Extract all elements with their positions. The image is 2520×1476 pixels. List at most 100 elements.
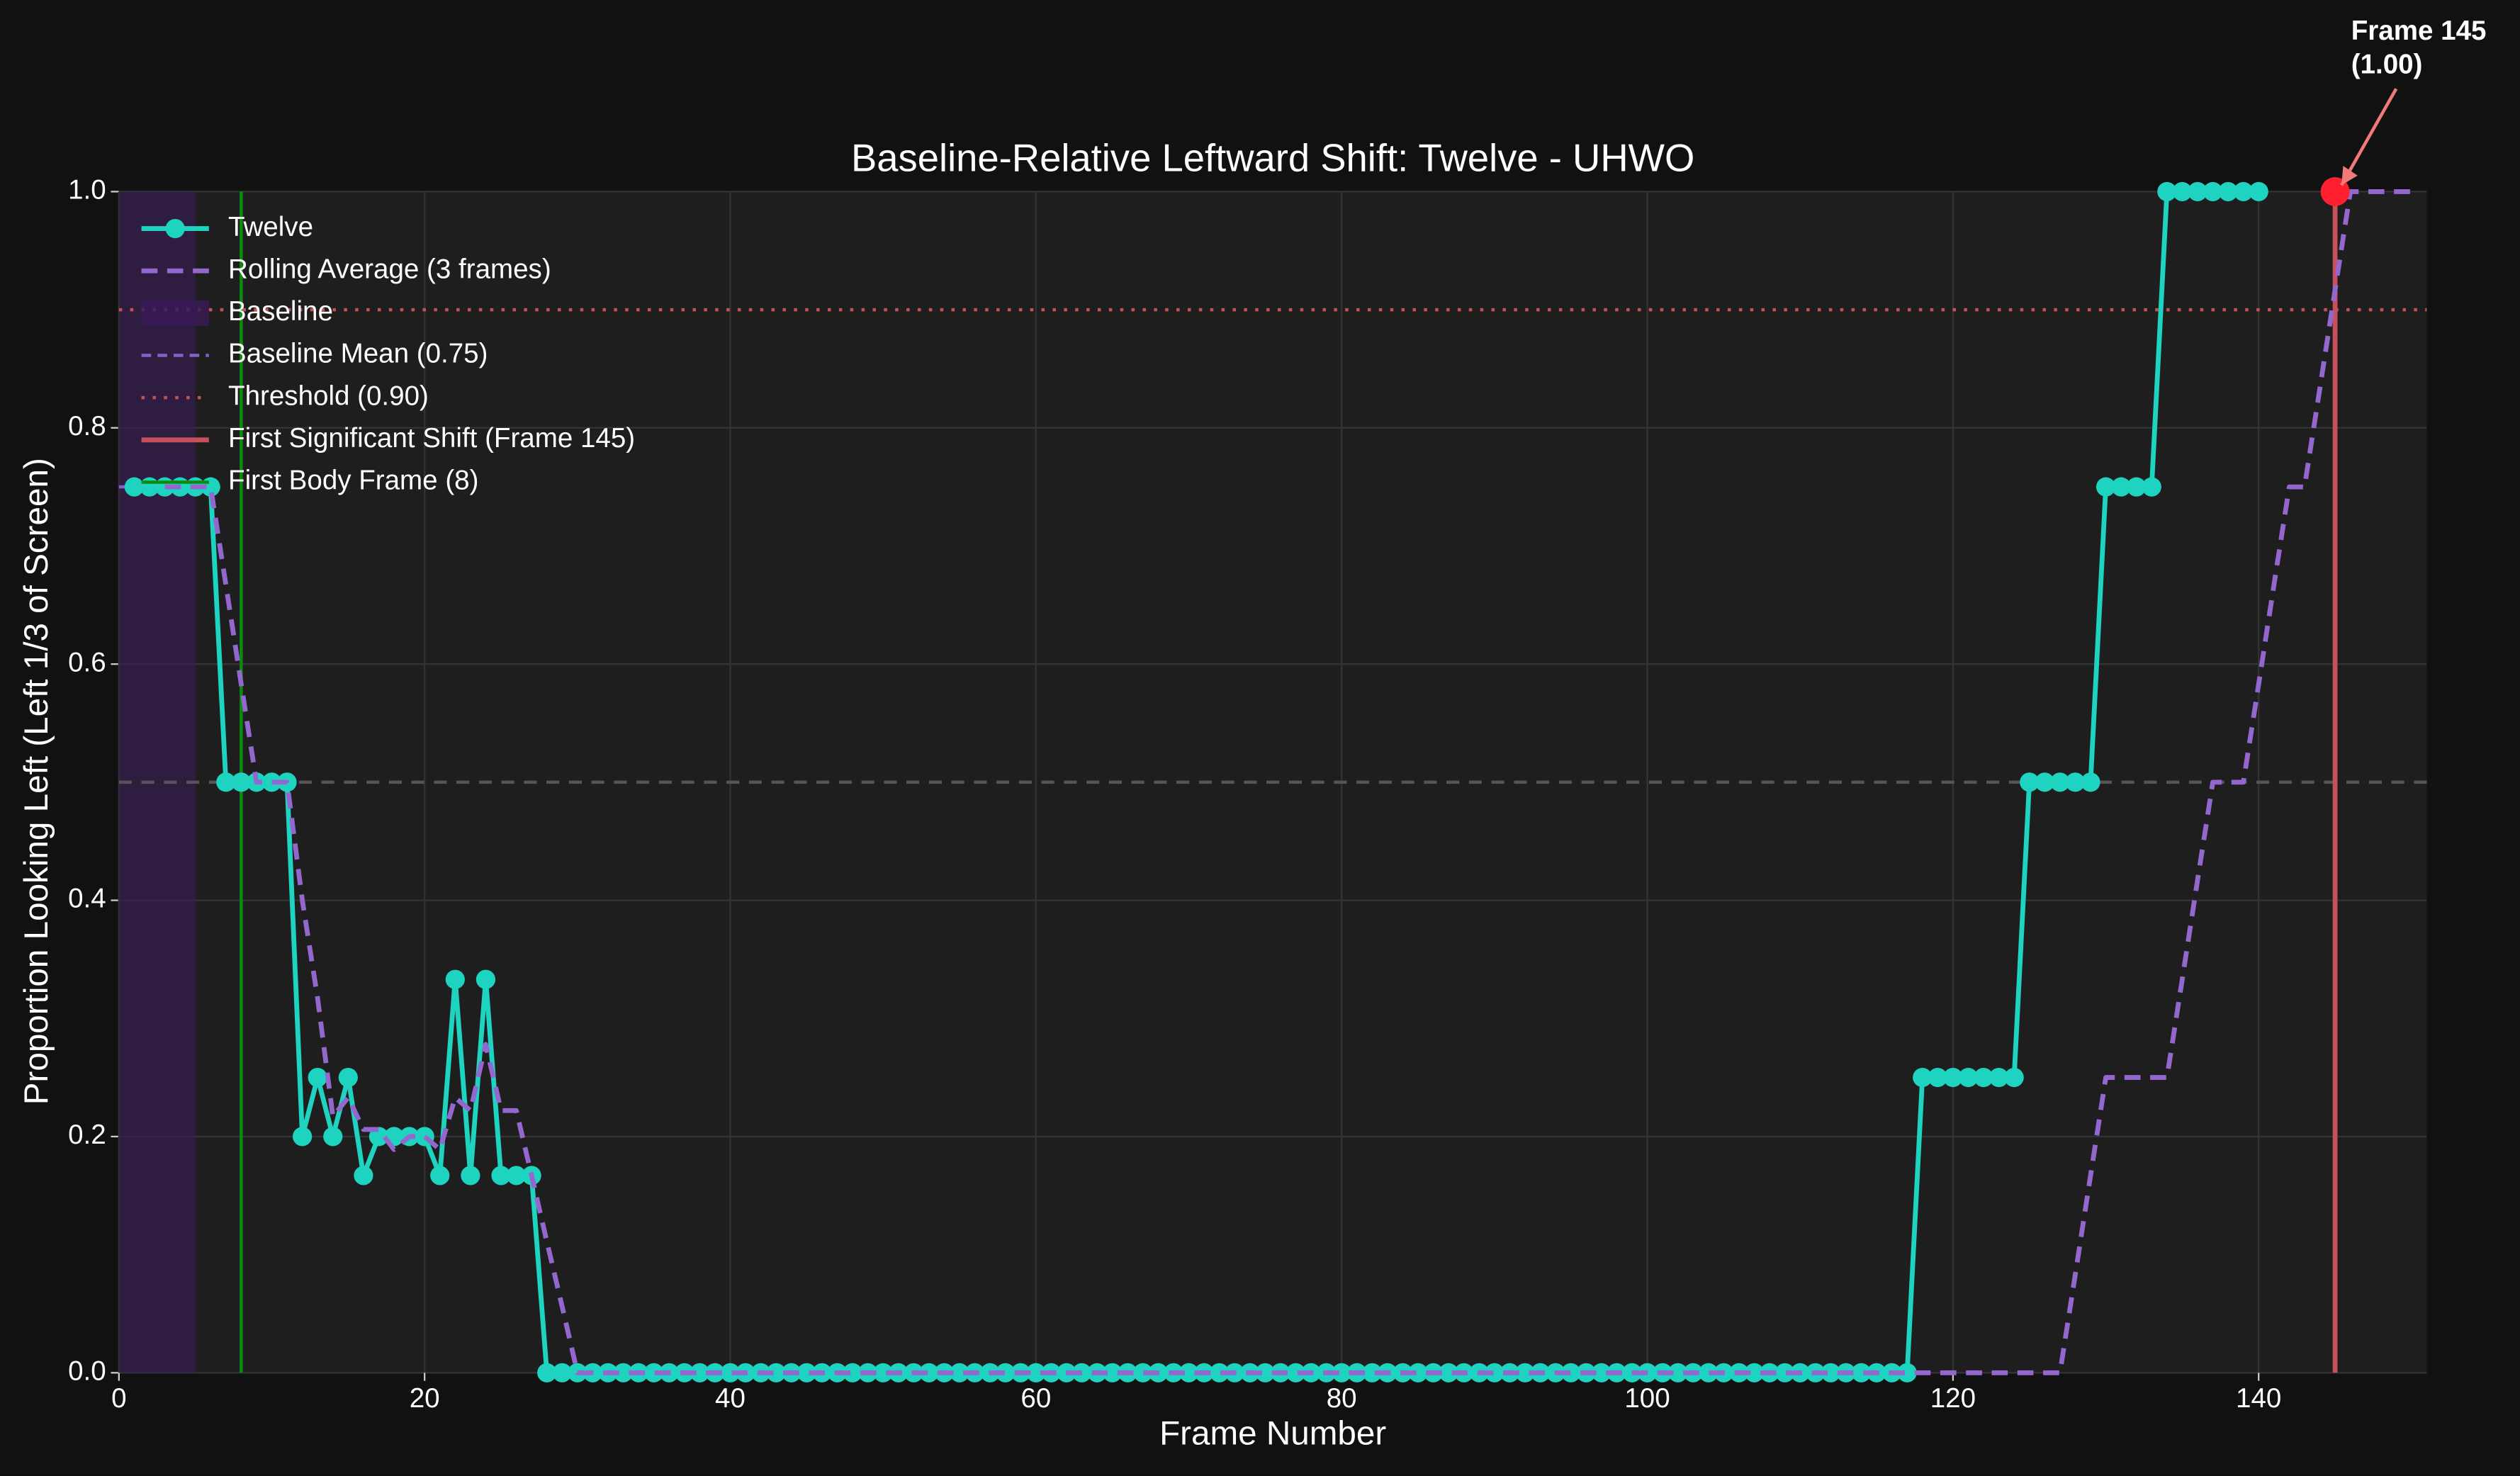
- series-point: [1179, 1363, 1199, 1382]
- series-point: [124, 477, 144, 497]
- series-point: [2249, 181, 2268, 202]
- series-point: [1821, 1363, 1840, 1382]
- series-point: [2096, 477, 2116, 497]
- series-point: [537, 1363, 557, 1382]
- series-point: [1210, 1363, 1230, 1382]
- series-point: [1561, 1363, 1581, 1382]
- series-point: [476, 969, 496, 989]
- series-point: [308, 1067, 327, 1088]
- y-axis-label: Proportion Looking Left (Left 1/3 of Scr…: [18, 458, 55, 1105]
- series-point: [2203, 181, 2223, 202]
- series-point: [430, 1166, 450, 1185]
- series-point: [1439, 1363, 1458, 1382]
- x-tick-label: 100: [1624, 1383, 1670, 1414]
- series-point: [950, 1363, 969, 1382]
- series-point: [2234, 181, 2254, 202]
- legend: Twelve Rolling Average (3 frames) Baseline…: [141, 212, 635, 496]
- y-tick-label: 0.6: [68, 647, 106, 677]
- series-point: [2188, 181, 2207, 202]
- series-point: [1103, 1363, 1123, 1382]
- x-tick-label: 120: [1930, 1383, 1976, 1414]
- series-point: [1958, 1067, 1979, 1088]
- series-point: [1515, 1363, 1535, 1382]
- series-point: [216, 772, 236, 792]
- series-point: [2004, 1067, 2024, 1088]
- series-point: [323, 1127, 343, 1147]
- series-point: [919, 1363, 939, 1382]
- series-point: [1026, 1363, 1046, 1382]
- series-point: [1989, 1067, 2009, 1088]
- series-point: [1255, 1363, 1275, 1382]
- series-point: [1485, 1363, 1504, 1382]
- x-axis-label: Frame Number: [1159, 1414, 1386, 1452]
- series-point: [1897, 1363, 1917, 1382]
- series-point: [613, 1363, 634, 1382]
- annotation-text: (1.00): [2351, 50, 2423, 80]
- series-point: [1286, 1363, 1306, 1382]
- series-point: [1913, 1067, 1933, 1088]
- series-point: [1775, 1363, 1795, 1382]
- series-point: [873, 1363, 893, 1382]
- annotation-arrow: [2340, 88, 2398, 186]
- legend-label: Rolling Average (3 frames): [228, 254, 551, 284]
- legend-label: Baseline: [228, 296, 333, 327]
- series-point: [261, 772, 282, 792]
- series-point: [797, 1363, 816, 1382]
- series-point: [843, 1363, 862, 1382]
- annotation-text: Frame 145: [2351, 16, 2487, 46]
- x-tick-label: 40: [715, 1383, 746, 1414]
- series-point: [2065, 772, 2086, 792]
- chart-title: Baseline-Relative Leftward Shift: Twelve…: [851, 137, 1694, 180]
- series-point: [2020, 772, 2040, 792]
- series-point: [552, 1363, 572, 1382]
- series-point: [2050, 772, 2070, 792]
- y-tick-label: 0.0: [68, 1356, 106, 1386]
- series-point: [1851, 1363, 1872, 1382]
- series-point: [996, 1363, 1016, 1382]
- y-tick-label: 1.0: [68, 175, 106, 205]
- series-point: [2218, 181, 2238, 202]
- legend-label: First Significant Shift (Frame 145): [228, 423, 635, 453]
- series-point: [1699, 1363, 1719, 1382]
- series-point: [1943, 1067, 1963, 1088]
- series-point: [2157, 181, 2177, 202]
- legend-marker: [165, 218, 185, 239]
- series-point: [354, 1166, 373, 1185]
- x-tick-label: 0: [111, 1383, 126, 1414]
- series-line: [164, 189, 2412, 1375]
- series-point: [720, 1363, 741, 1382]
- x-tick-label: 20: [410, 1383, 440, 1414]
- series-point: [445, 969, 465, 989]
- y-tick-label: 0.2: [68, 1120, 106, 1150]
- legend-label: First Body Frame (8): [228, 466, 478, 496]
- series-point: [1928, 1067, 1947, 1088]
- legend-label: Threshold (0.90): [228, 381, 429, 411]
- series-point: [506, 1166, 527, 1185]
- series-point: [766, 1363, 786, 1382]
- series-point: [1362, 1363, 1382, 1382]
- x-tick-label: 140: [2236, 1383, 2281, 1414]
- series-point: [1332, 1363, 1351, 1382]
- series-point: [690, 1363, 709, 1382]
- legend-label: Baseline Mean (0.75): [228, 339, 488, 369]
- series-point: [1592, 1363, 1611, 1382]
- series-point: [461, 1166, 480, 1185]
- x-tick-label: 80: [1327, 1383, 1357, 1414]
- series-point: [644, 1363, 664, 1382]
- legend-swatch: [141, 300, 209, 327]
- series-point: [1668, 1363, 1688, 1382]
- legend-label: Twelve: [228, 212, 313, 242]
- series-point: [1133, 1363, 1153, 1382]
- series-point: [2111, 477, 2131, 497]
- y-tick-label: 0.4: [68, 884, 106, 914]
- y-tick-label: 0.8: [68, 411, 106, 441]
- series-point: [1408, 1363, 1428, 1382]
- annotation-arrowhead: [2341, 166, 2358, 186]
- series-point: [1744, 1363, 1765, 1382]
- series-point: [231, 772, 251, 792]
- series-point: [2081, 772, 2100, 792]
- series-point: [491, 1166, 511, 1185]
- series-point: [2172, 181, 2192, 202]
